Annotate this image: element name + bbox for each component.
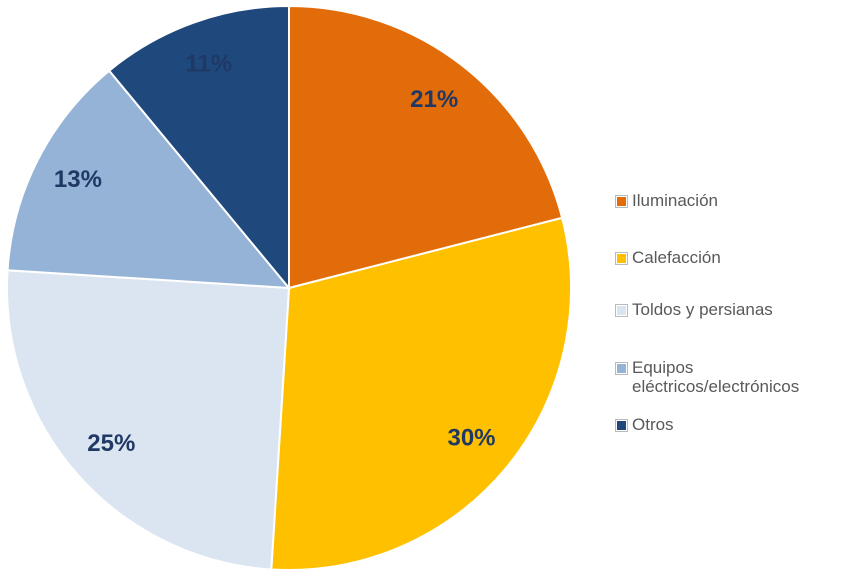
legend-label: Toldos y persianas xyxy=(632,300,773,319)
legend-label: Iluminación xyxy=(632,191,718,210)
legend-item: Toldos y persianas xyxy=(614,300,847,319)
pie-slice xyxy=(270,216,572,570)
data-label: 21% xyxy=(410,86,458,113)
pie-slice xyxy=(107,4,290,291)
legend-label: Calefacción xyxy=(632,248,721,267)
pie-slice xyxy=(288,4,564,290)
legend-swatch xyxy=(615,252,628,265)
legend-item: Equipos eléctricos/electrónicos xyxy=(614,358,847,396)
legend-label: Equipos eléctricos/electrónicos xyxy=(632,358,800,396)
pie-slice xyxy=(6,69,292,290)
legend-item: Otros xyxy=(614,415,847,434)
data-label: 11% xyxy=(185,50,232,77)
legend-swatch xyxy=(615,195,628,208)
legend-item: Iluminación xyxy=(614,191,847,210)
legend-swatch xyxy=(615,419,628,432)
pie: 21% 30% 25% 13% 11% xyxy=(6,4,572,570)
data-label: 13% xyxy=(54,166,102,193)
legend: Iluminación Calefacción Toldos y persianas… xyxy=(614,0,851,570)
legend-swatch xyxy=(615,362,628,375)
data-label: 25% xyxy=(87,430,135,457)
legend-label: Otros xyxy=(632,415,674,434)
legend-swatch xyxy=(615,304,628,317)
data-label: 30% xyxy=(447,424,495,451)
legend-item: Calefacción xyxy=(614,248,847,267)
pie-slice xyxy=(6,269,291,570)
